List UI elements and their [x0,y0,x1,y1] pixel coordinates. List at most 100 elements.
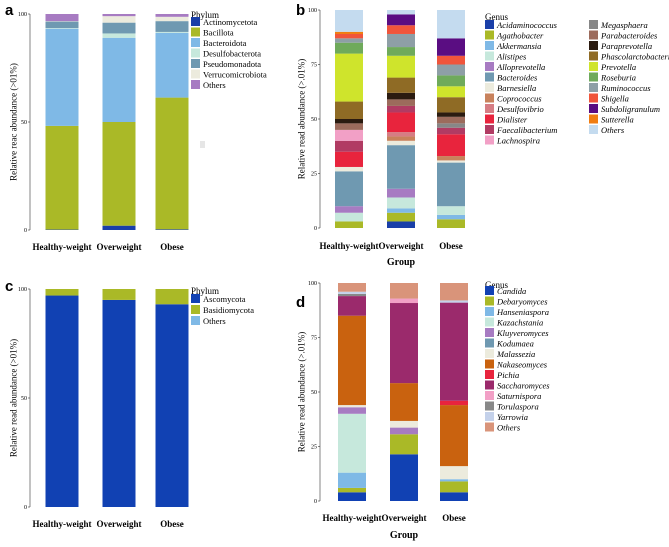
y-tick-label: 50 [311,390,317,396]
bar-segment-1-2-18 [437,64,465,76]
bar-segment-3-1-10 [390,298,418,304]
panel-b: b Relative read abundance (>.01%) 0 25 50 75 1… [296,2,669,268]
bar-segment-1-0-14 [335,119,363,124]
x-category-label: Overweight [97,242,142,252]
legend-item-label: Pichia [496,370,519,380]
bar-segment-1-0-4 [335,206,363,213]
stray-marker [200,141,205,148]
legend-swatch [485,307,494,316]
bar-segment-3-0-4 [338,407,366,414]
panel-a: a Relative reac abundance (>01%) 0 50 100 Hea… [5,2,267,252]
bar-segment-1-1-15 [387,77,415,93]
bar-segment-3-2-0 [440,492,468,501]
legend-swatch [485,93,494,103]
bar-segment-1-2-3 [437,206,465,215]
bar-segment-1-2-1 [437,219,465,228]
bar-segment-3-2-12 [440,300,468,303]
x-category-label: Obese [160,519,184,529]
legend-title: Genus [485,12,508,22]
legend-item-label: Coprococcus [497,94,542,104]
legend-item-label: Prevotella [600,62,636,72]
legend-item-label: Megasphaera [600,20,648,30]
bar-segment-3-0-7 [338,315,366,406]
bar-segment-1-1-16 [387,55,415,78]
bar-segment-1-1-1 [387,212,415,222]
legend-item-label: Parabacteroides [600,31,658,41]
legend-swatch [485,30,494,40]
bar-segment-0-1-5 [102,16,136,23]
bar-segment-3-1-4 [390,427,418,435]
bar-segment-2-0-1 [45,289,79,296]
bar-segment-2-1-1 [102,289,136,300]
bar-segment-1-0-3 [335,212,363,222]
y-tick-label: 50 [21,120,27,126]
legend-item-label: Shigella [601,94,629,104]
bar-segment-3-0-0 [338,492,366,501]
y-tick-label: 100 [18,12,27,18]
legend-swatch [191,316,200,325]
legend-swatch [589,20,598,29]
bar-segment-1-2-12 [437,123,465,128]
legend-swatch [589,83,598,92]
bar-segment-0-0-3 [45,28,79,29]
legend-item-label: Bacillota [203,28,234,38]
legend-swatch [191,80,200,89]
legend-item-label: Candida [497,286,526,296]
legend-item-label: Desulfobacterota [203,49,261,59]
legend-item-label: Bacteroidota [203,38,247,48]
bar-segment-1-2-7 [437,156,465,161]
legend-item-label: Kazachstania [496,318,543,328]
bar-segment-1-2-13 [437,116,465,124]
y-tick-label: 0 [24,228,27,234]
bar-segment-3-2-8 [440,400,468,406]
bar-segment-1-0-6 [335,166,363,172]
legend-swatch [589,51,598,61]
legend-swatch [191,48,200,58]
bar-segment-1-0-13 [335,123,363,130]
bar-segment-1-2-6 [437,160,465,163]
bar-segment-3-2-7 [440,405,468,467]
legend-item-label: Phascolarctobacterium [600,52,669,62]
legend-swatch [589,72,598,82]
legend-item-label: Desulfovibrio [496,104,544,114]
legend-item-label: Alloprevotella [496,62,545,72]
bar-segment-1-1-4 [387,188,415,198]
bar-segment-1-1-2 [387,208,415,213]
legend-swatch [589,62,598,71]
bar-segment-1-1-7 [387,136,415,141]
legend-swatch [485,317,494,327]
bar-segment-3-1-1 [390,434,418,455]
y-axis-title: Relative read abundance (>.01%) [296,59,306,180]
bar-segment-0-1-1 [102,122,136,226]
legend-swatch [485,328,494,337]
bar-segment-1-1-14 [387,92,415,100]
legend-item-label: Hanseniaspora [496,307,549,317]
y-tick-label: 100 [308,281,317,287]
bar-segment-1-1-5 [387,145,415,189]
legend-item-label: Malassezia [496,349,535,359]
y-tick-label: 100 [308,8,317,14]
legend-item-label: Faecalibacterium [496,125,557,135]
bar-segment-3-0-11 [338,293,366,297]
legend-swatch [191,69,200,79]
bar-segment-0-1-3 [102,33,136,38]
legend-item-label: Roseburia [600,73,636,83]
legend-item-label: Others [203,316,226,326]
bar-segment-2-1-0 [102,299,136,507]
bar-segment-1-2-22 [437,10,465,39]
bar-segment-0-2-5 [155,16,189,22]
legend-swatch [485,391,494,400]
panel-letter: b [296,2,305,19]
panel-letter: a [5,2,14,19]
bar-segment-0-2-1 [155,97,189,230]
legend-item-label: Akkermansia [496,41,541,51]
bar-segment-1-0-15 [335,101,363,119]
x-category-label: Healthy-weight [323,513,382,523]
bar-segment-3-1-13 [390,283,418,299]
bar-segment-0-2-6 [155,14,189,17]
legend-swatch [191,17,200,26]
legend-swatch [485,380,494,390]
bar-segment-1-1-22 [387,10,415,15]
bar-segment-1-0-16 [335,53,363,102]
bar-segment-1-1-10 [387,105,415,113]
